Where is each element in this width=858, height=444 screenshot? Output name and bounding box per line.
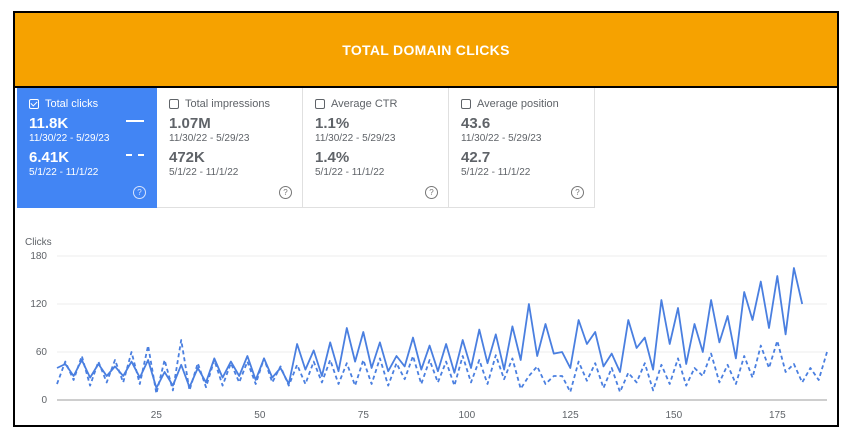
help-circle-icon[interactable]: ? <box>571 186 584 199</box>
y-tick-label: 120 <box>30 299 47 310</box>
banner-title: TOTAL DOMAIN CLICKS <box>342 41 510 58</box>
checkbox-icon[interactable] <box>29 99 39 109</box>
x-tick-label: 100 <box>458 410 475 421</box>
current-range: 11/30/22 - 5/29/23 <box>315 133 396 144</box>
previous-range: 5/1/22 - 11/1/22 <box>461 167 531 178</box>
current-value: 1.1% <box>315 115 350 132</box>
card-total-clicks[interactable]: Total clicks 11.8K 11/30/22 - 5/29/23 6.… <box>17 88 157 208</box>
previous-range: 5/1/22 - 11/1/22 <box>29 167 99 178</box>
x-tick-label: 150 <box>665 410 682 421</box>
current-period-line <box>56 267 804 389</box>
card-header: Average position <box>461 98 582 110</box>
previous-value: 472K <box>169 149 205 166</box>
current-row: 11.8K <box>29 110 144 132</box>
dashed-line-legend-icon <box>126 154 144 156</box>
checkbox-icon[interactable] <box>461 99 471 109</box>
help-circle-icon[interactable]: ? <box>279 186 292 199</box>
current-range: 11/30/22 - 5/29/23 <box>169 133 250 144</box>
card-total-impressions[interactable]: Total impressions 1.07M 11/30/22 - 5/29/… <box>157 88 303 208</box>
report-frame: TOTAL DOMAIN CLICKS Total clicks 11.8K 1… <box>13 11 839 427</box>
previous-range: 5/1/22 - 11/1/22 <box>169 167 239 178</box>
current-range: 11/30/22 - 5/29/23 <box>29 133 110 144</box>
clicks-chart: Clicks 0 60 120 180 25 50 75 100 125 150 175 <box>25 237 828 421</box>
previous-value: 1.4% <box>315 149 350 166</box>
y-axis-label: Clicks <box>25 237 52 248</box>
x-tick-label: 75 <box>358 410 370 421</box>
current-value: 1.07M <box>169 115 211 132</box>
x-tick-label: 175 <box>769 410 786 421</box>
card-label: Total clicks <box>45 98 99 110</box>
previous-period-line <box>56 339 828 395</box>
x-tick-label: 50 <box>254 410 266 421</box>
solid-line-legend-icon <box>126 120 144 122</box>
card-header: Total impressions <box>169 98 290 110</box>
previous-range: 5/1/22 - 11/1/22 <box>315 167 385 178</box>
title-banner: TOTAL DOMAIN CLICKS <box>15 13 837 88</box>
previous-value: 6.41K <box>29 149 70 166</box>
previous-row: 6.41K <box>29 144 144 166</box>
help-circle-icon[interactable]: ? <box>133 186 146 199</box>
checkbox-icon[interactable] <box>169 99 179 109</box>
x-tick-label: 125 <box>562 410 579 421</box>
y-tick-label: 60 <box>36 347 48 358</box>
help-circle-icon[interactable]: ? <box>425 186 438 199</box>
previous-value: 42.7 <box>461 149 491 166</box>
x-tick-label: 25 <box>151 410 163 421</box>
metric-cards: Total clicks 11.8K 11/30/22 - 5/29/23 6.… <box>17 88 595 220</box>
current-range: 11/30/22 - 5/29/23 <box>461 133 542 144</box>
current-value: 11.8K <box>29 115 69 132</box>
current-value: 43.6 <box>461 115 491 132</box>
card-label: Average CTR <box>331 98 398 110</box>
checkbox-icon[interactable] <box>315 99 325 109</box>
y-tick-label: 180 <box>30 251 47 262</box>
card-average-position[interactable]: Average position 43.6 11/30/22 - 5/29/23… <box>449 88 595 208</box>
card-header: Average CTR <box>315 98 436 110</box>
y-tick-label: 0 <box>41 395 47 406</box>
card-label: Total impressions <box>185 98 270 110</box>
card-header: Total clicks <box>29 98 144 110</box>
card-average-ctr[interactable]: Average CTR 1.1% 11/30/22 - 5/29/23 1.4%… <box>303 88 449 208</box>
card-label: Average position <box>477 98 559 110</box>
